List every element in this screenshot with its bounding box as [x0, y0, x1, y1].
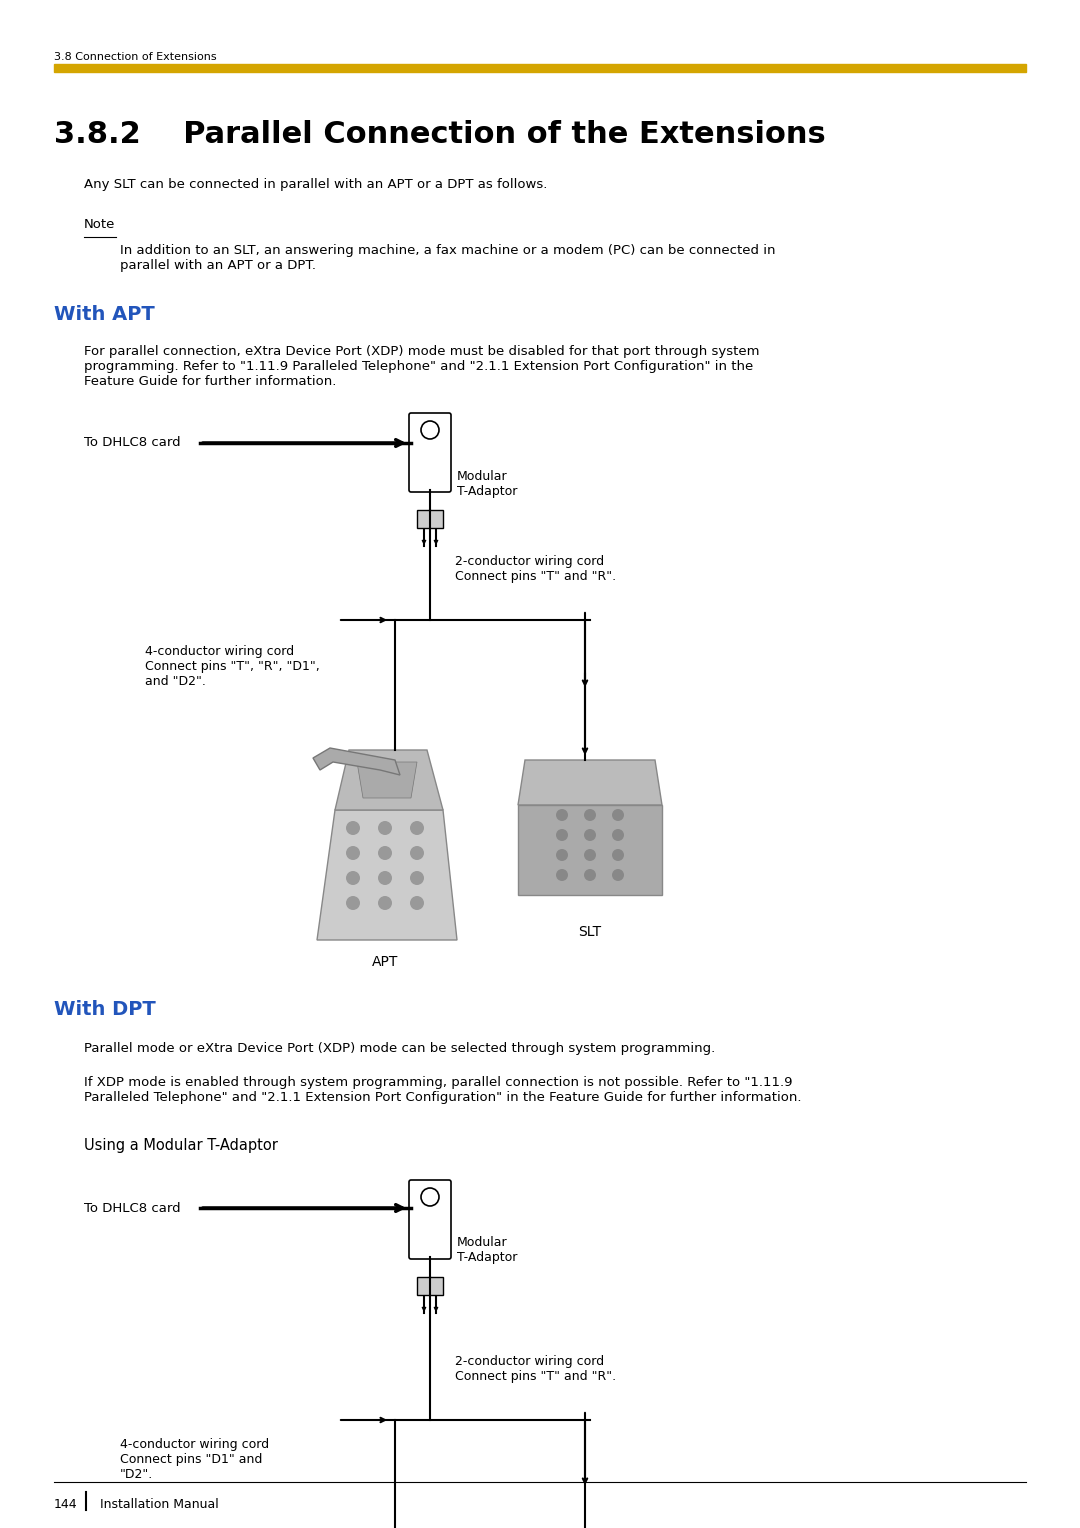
Text: Parallel mode or eXtra Device Port (XDP) mode can be selected through system pro: Parallel mode or eXtra Device Port (XDP)… — [84, 1042, 715, 1054]
Polygon shape — [518, 759, 662, 805]
Text: Installation Manual: Installation Manual — [100, 1497, 219, 1511]
Circle shape — [346, 847, 360, 860]
Text: With APT: With APT — [54, 306, 154, 324]
Circle shape — [346, 821, 360, 834]
Circle shape — [410, 821, 424, 834]
Text: To DHLC8 card: To DHLC8 card — [84, 1201, 180, 1215]
Text: In addition to an SLT, an answering machine, a fax machine or a modem (PC) can b: In addition to an SLT, an answering mach… — [120, 244, 775, 272]
Circle shape — [378, 895, 392, 911]
Text: 4-conductor wiring cord
Connect pins "D1" and
"D2".: 4-conductor wiring cord Connect pins "D1… — [120, 1438, 269, 1481]
Circle shape — [378, 871, 392, 885]
Text: To DHLC8 card: To DHLC8 card — [84, 437, 180, 449]
Text: Any SLT can be connected in parallel with an APT or a DPT as follows.: Any SLT can be connected in parallel wit… — [84, 177, 548, 191]
Circle shape — [346, 871, 360, 885]
Text: SLT: SLT — [579, 924, 602, 940]
Text: Modular
T-Adaptor: Modular T-Adaptor — [457, 1236, 517, 1264]
FancyBboxPatch shape — [409, 1180, 451, 1259]
Text: APT: APT — [372, 955, 399, 969]
Circle shape — [410, 895, 424, 911]
Circle shape — [556, 850, 568, 860]
Circle shape — [612, 869, 624, 882]
Bar — [518, 805, 662, 895]
Circle shape — [556, 808, 568, 821]
Polygon shape — [335, 750, 443, 810]
Circle shape — [584, 830, 596, 840]
Bar — [417, 510, 443, 529]
Polygon shape — [357, 762, 417, 798]
Circle shape — [584, 850, 596, 860]
Text: Using a Modular T-Adaptor: Using a Modular T-Adaptor — [84, 1138, 278, 1154]
Circle shape — [346, 895, 360, 911]
Text: 144: 144 — [54, 1497, 78, 1511]
Text: 2-conductor wiring cord
Connect pins "T" and "R".: 2-conductor wiring cord Connect pins "T"… — [455, 1355, 616, 1383]
Circle shape — [556, 869, 568, 882]
Text: 3.8.2    Parallel Connection of the Extensions: 3.8.2 Parallel Connection of the Extensi… — [54, 121, 826, 150]
Text: 2-conductor wiring cord
Connect pins "T" and "R".: 2-conductor wiring cord Connect pins "T"… — [455, 555, 616, 584]
Circle shape — [584, 869, 596, 882]
Circle shape — [612, 830, 624, 840]
Circle shape — [410, 871, 424, 885]
Circle shape — [410, 847, 424, 860]
Circle shape — [584, 808, 596, 821]
Polygon shape — [313, 749, 400, 775]
Circle shape — [612, 850, 624, 860]
Text: 4-conductor wiring cord
Connect pins "T", "R", "D1",
and "D2".: 4-conductor wiring cord Connect pins "T"… — [145, 645, 320, 688]
Circle shape — [556, 830, 568, 840]
Text: If XDP mode is enabled through system programming, parallel connection is not po: If XDP mode is enabled through system pr… — [84, 1076, 801, 1105]
Text: With DPT: With DPT — [54, 999, 156, 1019]
Text: Note: Note — [84, 219, 116, 231]
Bar — [417, 1277, 443, 1296]
Text: Modular
T-Adaptor: Modular T-Adaptor — [457, 471, 517, 498]
Polygon shape — [318, 810, 457, 940]
Bar — [54, 64, 1026, 72]
Circle shape — [378, 847, 392, 860]
Circle shape — [378, 821, 392, 834]
Text: 3.8 Connection of Extensions: 3.8 Connection of Extensions — [54, 52, 217, 63]
FancyBboxPatch shape — [409, 413, 451, 492]
Text: For parallel connection, eXtra Device Port (XDP) mode must be disabled for that : For parallel connection, eXtra Device Po… — [84, 345, 759, 388]
Circle shape — [612, 808, 624, 821]
